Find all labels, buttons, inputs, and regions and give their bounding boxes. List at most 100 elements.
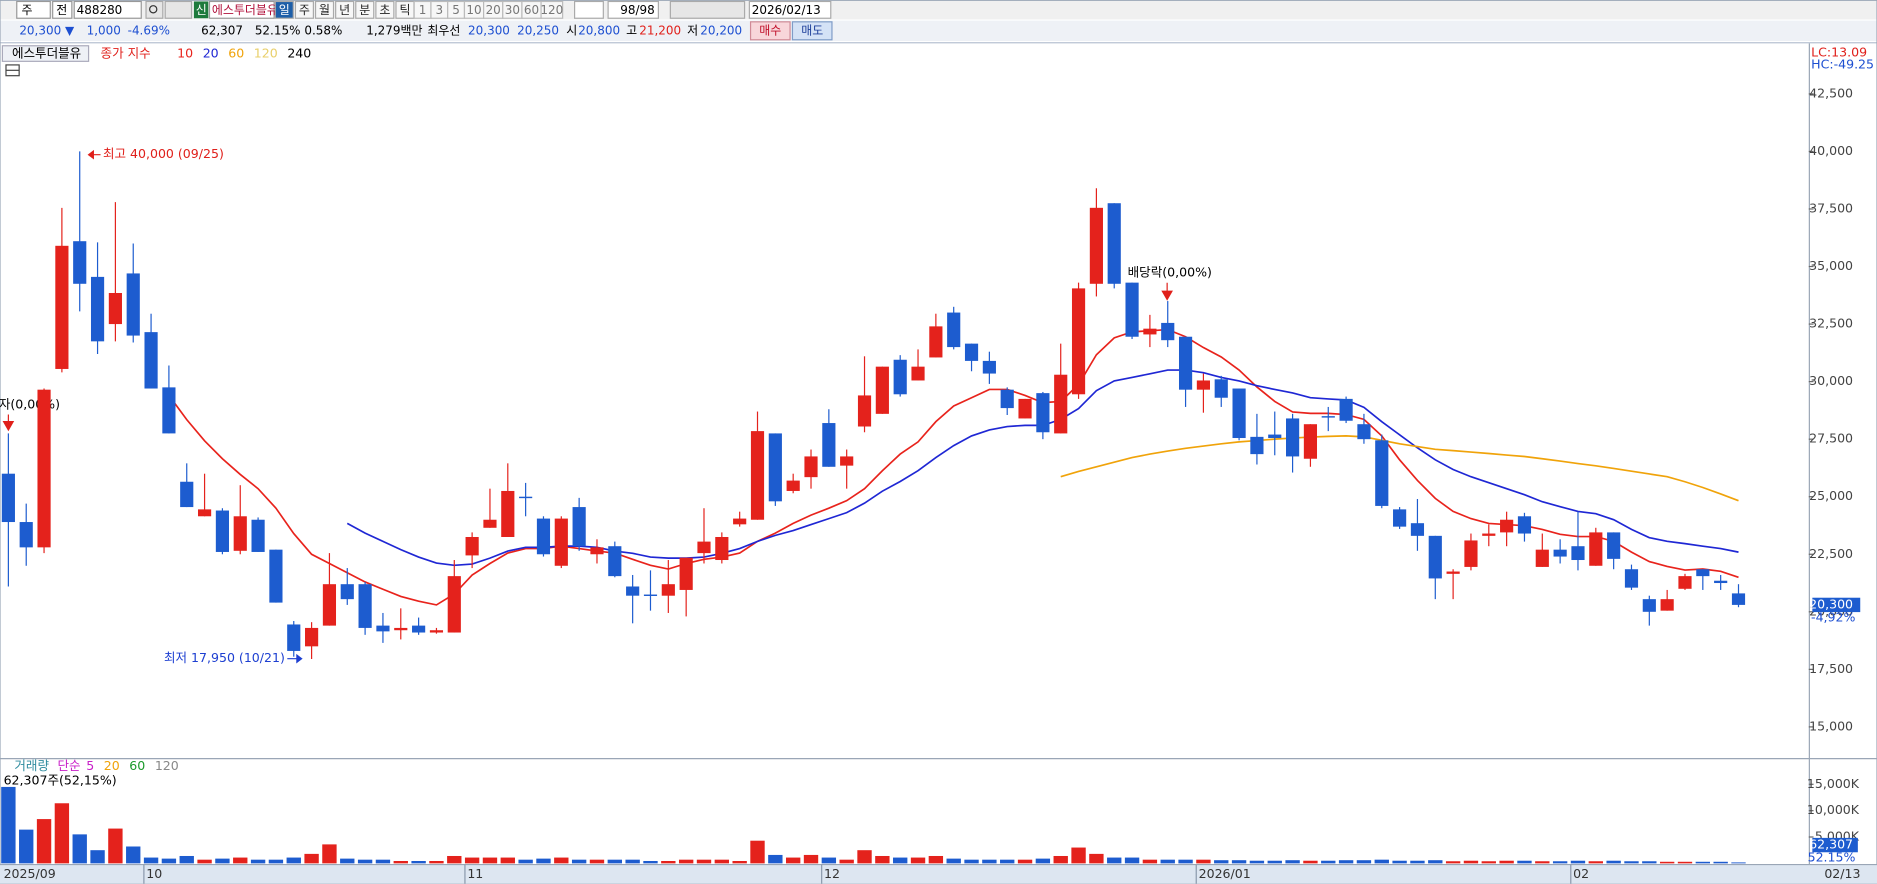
last-change: -4,92%	[1811, 610, 1855, 625]
buy-button[interactable]	[749, 21, 791, 41]
sell-button[interactable]	[791, 21, 833, 41]
amount: 1,279백만	[366, 23, 422, 37]
legend-entry: 120	[155, 758, 179, 773]
candle-body	[661, 584, 675, 596]
volume-bar	[857, 850, 872, 864]
candle-body	[929, 326, 943, 358]
volume-bar	[464, 857, 480, 864]
candle-body	[322, 584, 337, 626]
interval-button[interactable]	[540, 0, 564, 19]
price-pane	[1, 151, 1746, 659]
candle-body	[697, 541, 711, 554]
legend-entry: 10	[177, 46, 193, 61]
y-tick-label: 42,500	[1809, 85, 1853, 100]
volume-bar	[1196, 859, 1211, 864]
volume-bar	[982, 859, 997, 864]
volume-bar	[54, 803, 70, 864]
period-button[interactable]	[375, 0, 395, 19]
period-button[interactable]	[314, 0, 335, 19]
volume-bar	[322, 844, 337, 864]
ma-line	[1060, 435, 1739, 502]
candle-body	[483, 519, 497, 528]
volume-bar	[714, 859, 730, 864]
volume-bar	[286, 857, 301, 864]
period-button[interactable]	[335, 0, 355, 19]
dividend-arrow	[2, 414, 15, 432]
volume-bar	[1338, 860, 1354, 864]
last-price: 20,300	[1809, 596, 1853, 611]
volume-bar	[1303, 860, 1318, 864]
date-box[interactable]	[748, 0, 832, 19]
candle-body	[1660, 599, 1674, 611]
volume-bar	[589, 859, 605, 864]
kind-select[interactable]	[52, 0, 73, 19]
period: 분	[359, 3, 370, 17]
x-tick-label: 2025/09	[4, 866, 56, 881]
volume-bar	[643, 860, 658, 864]
high-arrow	[87, 149, 101, 160]
candle-body	[1018, 398, 1032, 419]
volume-bar	[1677, 861, 1693, 864]
candle-body	[1571, 546, 1585, 561]
period-button[interactable]	[294, 0, 314, 19]
high-label: 고	[626, 23, 637, 37]
volume-title: 거래량	[14, 758, 49, 773]
volume-bar	[1642, 861, 1657, 864]
volume-bar	[36, 819, 52, 864]
interval: 1	[419, 3, 427, 17]
volume-bar	[482, 857, 498, 864]
volume-bar	[1000, 859, 1015, 864]
volume-bar	[197, 859, 212, 864]
candle-body	[875, 366, 889, 414]
volume-bar	[928, 855, 944, 864]
last-volume-tag	[1812, 837, 1858, 853]
sound-button[interactable]	[164, 0, 193, 19]
y-tick-label: 37,500	[1809, 200, 1853, 215]
candle-body	[1143, 328, 1157, 335]
candle-body	[1161, 322, 1175, 341]
candle-body	[108, 292, 122, 325]
candle-body	[465, 536, 479, 556]
candle-body	[1642, 599, 1656, 612]
period: 초	[379, 3, 390, 17]
date: 2026/02/13	[752, 3, 821, 17]
candle-body	[180, 481, 194, 508]
interval-select[interactable]	[573, 0, 604, 19]
legend-entry: 20	[203, 46, 219, 61]
search-button[interactable]	[145, 0, 164, 19]
volume-bar	[161, 858, 177, 864]
period-button[interactable]	[355, 0, 375, 19]
buy: 매수	[759, 23, 781, 37]
volume-bar	[1, 786, 16, 864]
market-select[interactable]	[16, 0, 51, 19]
code-input[interactable]	[73, 0, 142, 19]
volume-bar	[1374, 859, 1389, 864]
candle-body	[786, 480, 800, 491]
interval-buttons: 1 3 5 10 20 30 60 120	[413, 0, 564, 19]
period-button[interactable]	[274, 0, 294, 19]
interval: 20	[486, 3, 501, 17]
interval: 10	[466, 3, 481, 17]
volume-bar	[1071, 847, 1086, 864]
high-annotation: 최고 40,000 (09/25)	[103, 146, 224, 161]
volume-bar	[785, 857, 801, 864]
period: 틱	[399, 3, 410, 17]
candle-body	[1054, 374, 1068, 434]
volume-bar	[1142, 859, 1158, 864]
count-box[interactable]	[607, 0, 659, 19]
volume-bar	[1517, 860, 1532, 864]
lc-label: LC:13.09	[1811, 44, 1867, 59]
volume-bar	[536, 858, 551, 864]
y-tick-label: 10,000K	[1807, 802, 1860, 817]
volume-bar	[1356, 860, 1372, 864]
candle-body	[768, 433, 782, 502]
tool-buttons[interactable]	[669, 0, 746, 19]
name-box[interactable]	[208, 0, 275, 19]
candle-body	[857, 395, 872, 427]
candle-body	[1428, 535, 1442, 579]
period: 년	[339, 3, 350, 17]
legend-box	[1, 45, 90, 62]
volume-bar	[571, 859, 587, 864]
volume-bar	[964, 859, 979, 864]
